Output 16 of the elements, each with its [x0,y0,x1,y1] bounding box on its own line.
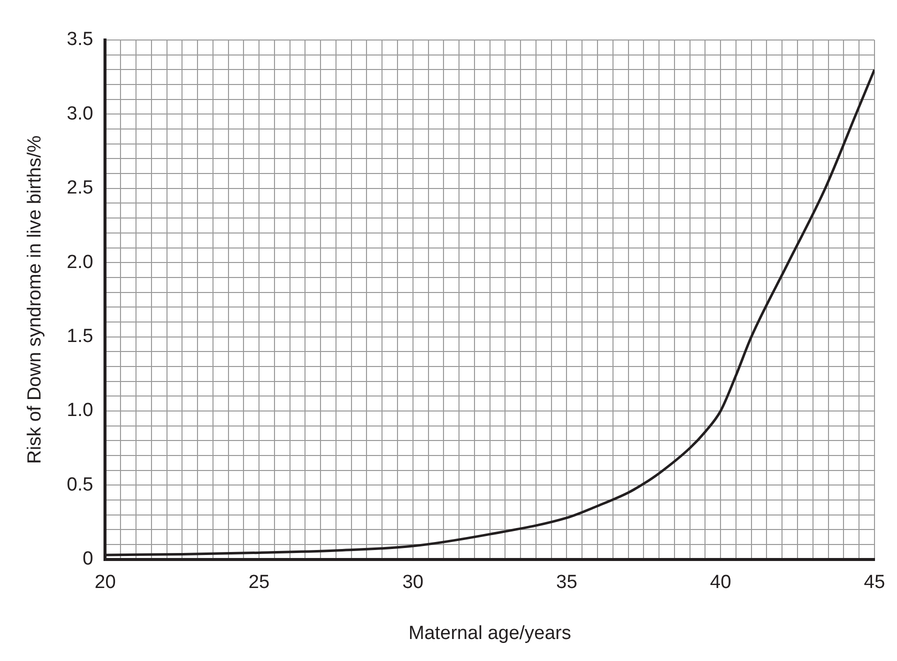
x-tick-label: 40 [710,572,732,594]
y-axis-title: Risk of Down syndrome in live births/% [24,135,46,464]
y-tick-label: 2.5 [66,178,94,199]
x-tick-label: 35 [556,572,578,594]
y-tick-label: 1.5 [66,326,94,348]
y-tick-label: 1.0 [66,400,94,422]
y-tick-label: 3.5 [66,29,94,50]
x-tick-label: 45 [864,572,886,594]
x-tick-label: 25 [248,572,270,594]
y-tick-label: 3.0 [66,103,94,124]
x-tick-label: 30 [402,572,424,594]
x-tick-label: 20 [94,572,116,594]
y-tick-label: 0 [82,548,94,570]
x-axis-title: Maternal age/years [408,622,572,644]
y-tick-label: 0.5 [66,474,94,496]
y-tick-label: 2.0 [66,252,94,273]
